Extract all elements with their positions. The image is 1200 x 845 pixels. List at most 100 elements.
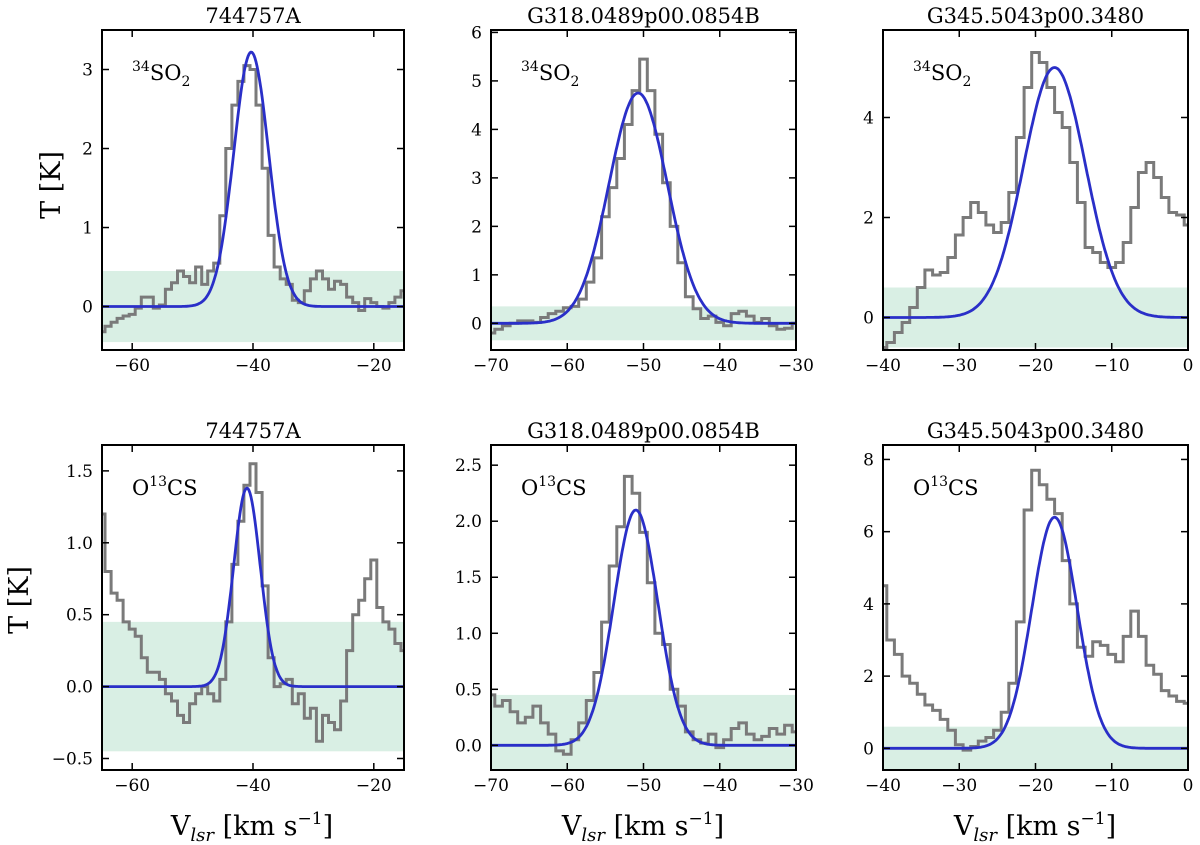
plot-area — [102, 462, 404, 752]
molecule-part: O — [521, 476, 538, 500]
y-tick-label: 1.5 — [66, 462, 93, 482]
y-tick-label: 4 — [471, 120, 482, 140]
x-tick-label: −40 — [865, 356, 901, 376]
y-tick-label: 1 — [82, 219, 93, 239]
xlabel-close: ] — [714, 811, 725, 842]
panel-title: G318.0489p00.0854B — [527, 4, 760, 28]
xlabel-v: V — [170, 811, 191, 842]
x-tick-label: −20 — [1018, 356, 1054, 376]
molecule-label: O13CS — [913, 474, 979, 500]
y-tick-label: 1.5 — [455, 568, 482, 588]
xlabel-close: ] — [1106, 811, 1117, 842]
x-tick-label: −30 — [941, 776, 977, 796]
xlabel-units: [km s — [997, 811, 1081, 842]
x-tick-label: −30 — [941, 356, 977, 376]
molecule-part: SO — [931, 61, 963, 85]
panel-title: 744757A — [205, 419, 301, 443]
x-tick-label: −60 — [114, 356, 150, 376]
molecule-label: O13CS — [132, 474, 198, 500]
molecule-label: 34SO2 — [521, 59, 579, 90]
y-tick-label: 0.0 — [455, 736, 482, 756]
xlabel-sub: lsr — [190, 825, 215, 845]
observed-spectrum — [491, 474, 796, 756]
y-tick-label: 0 — [82, 298, 93, 318]
molecule-part: CS — [556, 476, 586, 500]
plot-area — [102, 50, 404, 343]
molecule-part: 13 — [930, 474, 948, 490]
y-tick-label: 0 — [863, 739, 874, 759]
y-tick-label: 2 — [82, 140, 93, 160]
panel-g318-o13cs: −70 −60 −50 −40 −30 0.0 0.5 1.0 1.5 2.0 2.5 G318.04… — [455, 419, 814, 796]
x-tick-label: −60 — [549, 776, 585, 796]
observed-spectrum — [883, 51, 1188, 349]
x-tick-label: −40 — [865, 776, 901, 796]
axes-frame — [490, 29, 797, 351]
xlabel-units: [km s — [605, 811, 689, 842]
y-tick-label: 3 — [471, 169, 482, 189]
molecule-part: 34 — [521, 59, 539, 75]
y-tick-label: 0 — [863, 309, 874, 329]
y-tick-label: 6 — [863, 523, 874, 543]
y-tick-label: 2 — [471, 217, 482, 237]
y-tick-label: 2.0 — [455, 512, 482, 532]
molecule-label: 34SO2 — [913, 59, 971, 90]
x-tick-label: −60 — [114, 776, 150, 796]
x-tick-label: −40 — [702, 776, 738, 796]
xlabel-exp: −1 — [298, 809, 323, 829]
y-tick-label: 6 — [471, 23, 482, 43]
plot-area — [883, 51, 1188, 349]
svg-text:Vlsr [km s−1]: Vlsr [km s−1] — [170, 809, 333, 845]
y-tick-label: 4 — [863, 595, 874, 615]
y-tick-label: 2 — [863, 209, 874, 229]
xlabel-close: ] — [323, 811, 334, 842]
observed-spectrum — [883, 468, 1188, 752]
x-tick-label: −10 — [1094, 356, 1130, 376]
molecule-part: CS — [167, 476, 197, 500]
observed-spectrum — [102, 64, 404, 334]
xlabel-sub: lsr — [973, 825, 998, 845]
molecule-part: 2 — [181, 74, 190, 90]
x-tick-label: −20 — [1018, 776, 1054, 796]
x-tick-label: 0 — [1183, 356, 1194, 376]
molecule-part: 34 — [132, 59, 150, 75]
y-tick-label: 4 — [863, 109, 874, 129]
panel-title: G345.5043p00.3480 — [927, 419, 1144, 443]
plot-area — [491, 57, 796, 341]
molecule-label: 34SO2 — [132, 59, 190, 90]
plot-area — [491, 474, 796, 770]
x-tick-label: −70 — [473, 356, 509, 376]
observed-spectrum — [491, 57, 796, 335]
svg-text:Vlsr [km s−1]: Vlsr [km s−1] — [561, 809, 724, 845]
x-tick-label: −40 — [702, 356, 738, 376]
x-tick-label: −60 — [549, 356, 585, 376]
y-tick-label: 0.0 — [66, 678, 93, 698]
molecule-part: 2 — [962, 74, 971, 90]
x-tick-label: −40 — [235, 776, 271, 796]
molecule-part: 2 — [570, 74, 579, 90]
xlabel-exp: −1 — [1081, 809, 1106, 829]
svg-text:Vlsr [km s−1]: Vlsr [km s−1] — [953, 809, 1116, 845]
y-tick-label: 1.0 — [455, 624, 482, 644]
molecule-part: O — [913, 476, 930, 500]
gaussian-fit — [491, 508, 796, 747]
gaussian-fit — [102, 50, 404, 308]
x-tick-label: −10 — [1094, 776, 1130, 796]
panel-title: 744757A — [205, 4, 301, 28]
gaussian-fit — [883, 66, 1188, 319]
panel-g345-o13cs: −40 −30 −20 −10 0 0 2 4 6 8 G345.5043p00.3480 O13CS — [863, 419, 1193, 796]
x-tick-label: −70 — [473, 776, 509, 796]
y-tick-label: 2.5 — [455, 456, 482, 476]
molecule-part: SO — [539, 61, 571, 85]
y-axis-label-bottom: T [K] — [4, 566, 35, 634]
x-tick-label: 0 — [1183, 776, 1194, 796]
y-tick-label: 0 — [471, 314, 482, 334]
x-axis-label-2: Vlsr [km s−1] — [561, 809, 724, 845]
x-tick-label: −50 — [626, 776, 662, 796]
y-tick-label: 1 — [471, 266, 482, 286]
gaussian-fit — [102, 486, 404, 688]
y-tick-label: 0.5 — [455, 680, 482, 700]
x-tick-label: −30 — [778, 356, 814, 376]
molecule-label: O13CS — [521, 474, 587, 500]
